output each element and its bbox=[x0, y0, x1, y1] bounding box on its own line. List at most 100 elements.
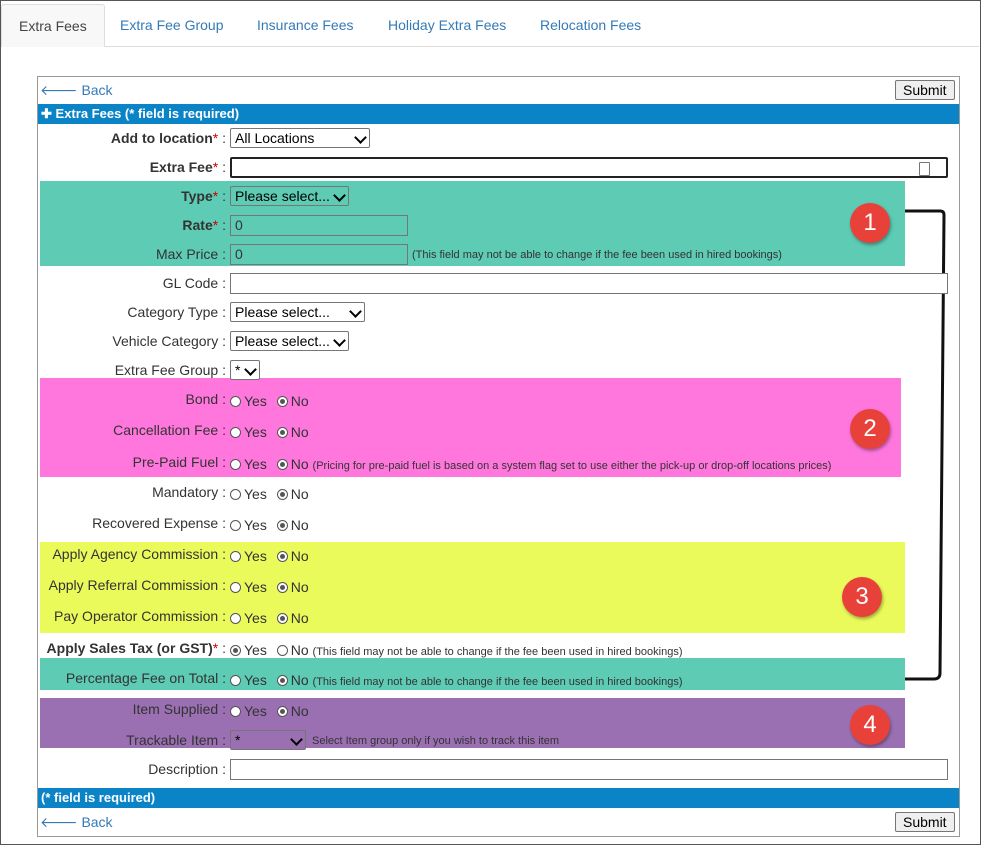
extra-fee-group-select[interactable]: * bbox=[230, 360, 260, 380]
max-price-input[interactable]: 0 bbox=[230, 244, 408, 265]
trackable-item-select[interactable]: * bbox=[230, 730, 306, 750]
extra-fee-input[interactable] bbox=[230, 157, 948, 178]
arrow-left-icon: 🡐 bbox=[40, 82, 78, 98]
tab-insurance-fees[interactable]: Insurance Fees bbox=[257, 17, 354, 33]
label-apply-agency-commission: Apply Agency Commission : bbox=[52, 546, 226, 562]
cancellation-fee-radio-group: Yes No bbox=[230, 424, 309, 440]
percentage-fee-radio-group: Yes No (This field may not be able to ch… bbox=[230, 672, 683, 688]
pre-paid-fuel-radio-group: Yes No (Pricing for pre-paid fuel is bas… bbox=[230, 456, 831, 472]
label-percentage-fee-on-total: Percentage Fee on Total : bbox=[65, 670, 226, 686]
bond-radio-group: Yes No bbox=[230, 393, 309, 409]
annotation-band-1b bbox=[40, 658, 905, 690]
back-label: Back bbox=[81, 82, 113, 98]
percentage-fee-note: (This field may not be able to change if… bbox=[312, 676, 683, 688]
label-extra-fee: Extra Fee* : bbox=[149, 159, 226, 175]
description-input[interactable] bbox=[230, 759, 948, 780]
label-add-to-location: Add to location* : bbox=[110, 130, 226, 146]
annotation-band-4 bbox=[40, 698, 905, 748]
label-rate: Rate* : bbox=[182, 217, 226, 233]
type-select[interactable]: Please select... bbox=[230, 186, 349, 206]
annotation-band-3 bbox=[40, 542, 905, 633]
bond-yes-radio[interactable] bbox=[230, 396, 241, 407]
label-mandatory: Mandatory : bbox=[152, 484, 226, 500]
label-apply-referral-commission: Apply Referral Commission : bbox=[48, 577, 226, 593]
mandatory-no-radio[interactable] bbox=[276, 489, 288, 500]
bracket-connector bbox=[905, 209, 946, 681]
pay-operator-commission-radio-group: Yes No bbox=[230, 610, 309, 626]
back-label: Back bbox=[81, 814, 113, 830]
rate-input[interactable]: 0 bbox=[230, 215, 408, 236]
percentage-fee-yes-radio[interactable] bbox=[230, 675, 241, 686]
back-link-top[interactable]: 🡐 Back bbox=[40, 82, 113, 99]
apply-referral-commission-no-radio[interactable] bbox=[276, 582, 288, 593]
tab-relocation-fees[interactable]: Relocation Fees bbox=[540, 17, 642, 33]
chevron-down-icon bbox=[290, 733, 303, 746]
tab-holiday-extra-fees[interactable]: Holiday Extra Fees bbox=[388, 17, 507, 33]
trackable-item-note: Select Item group only if you wish to tr… bbox=[312, 735, 559, 747]
pre-paid-fuel-no-radio[interactable] bbox=[276, 459, 288, 470]
footer-bar: (* field is required) bbox=[38, 788, 959, 808]
plus-icon: ✚ bbox=[41, 106, 52, 121]
pre-paid-fuel-yes-radio[interactable] bbox=[230, 459, 241, 470]
tab-extra-fee-group[interactable]: Extra Fee Group bbox=[120, 17, 224, 33]
tab-bar: Extra Fees Extra Fee Group Insurance Fee… bbox=[1, 0, 979, 47]
apply-sales-tax-yes-radio[interactable] bbox=[230, 645, 241, 656]
annotation-badge-2: 2 bbox=[850, 409, 890, 449]
label-description: Description : bbox=[148, 761, 226, 777]
apply-agency-commission-no-radio[interactable] bbox=[276, 551, 288, 562]
item-supplied-yes-radio[interactable] bbox=[230, 706, 241, 717]
chevron-down-icon bbox=[333, 334, 346, 347]
mandatory-yes-radio[interactable] bbox=[230, 489, 241, 500]
form-panel bbox=[37, 76, 960, 837]
submit-button-top[interactable]: Submit bbox=[895, 80, 955, 100]
label-category-type: Category Type : bbox=[127, 304, 226, 320]
chevron-down-icon bbox=[349, 305, 362, 318]
apply-agency-commission-yes-radio[interactable] bbox=[230, 551, 241, 562]
apply-referral-commission-radio-group: Yes No bbox=[230, 579, 309, 595]
percentage-fee-no-radio[interactable] bbox=[276, 675, 288, 686]
label-extra-fee-group: Extra Fee Group : bbox=[114, 362, 226, 378]
apply-agency-commission-radio-group: Yes No bbox=[230, 548, 309, 564]
item-supplied-no-radio[interactable] bbox=[276, 706, 288, 717]
apply-referral-commission-yes-radio[interactable] bbox=[230, 582, 241, 593]
cancellation-fee-yes-radio[interactable] bbox=[230, 427, 241, 438]
recovered-expense-yes-radio[interactable] bbox=[230, 520, 241, 531]
max-price-note: (This field may not be able to change if… bbox=[412, 249, 782, 261]
vehicle-category-select[interactable]: Please select... bbox=[230, 331, 349, 351]
bond-no-radio[interactable] bbox=[276, 396, 288, 407]
recovered-expense-radio-group: Yes No bbox=[230, 517, 309, 533]
apply-sales-tax-radio-group: Yes No (This field may not be able to ch… bbox=[230, 642, 683, 658]
annotation-badge-3: 3 bbox=[842, 577, 882, 617]
label-apply-sales-tax: Apply Sales Tax (or GST)* : bbox=[46, 640, 226, 656]
item-supplied-radio-group: Yes No bbox=[230, 703, 309, 719]
header-bar: ✚ Extra Fees (* field is required) bbox=[38, 104, 959, 124]
cancellation-fee-no-radio[interactable] bbox=[276, 427, 288, 438]
arrow-left-icon: 🡐 bbox=[40, 814, 78, 830]
pre-paid-fuel-note: (Pricing for pre-paid fuel is based on a… bbox=[312, 460, 832, 472]
annotation-band-2 bbox=[40, 378, 901, 477]
label-pre-paid-fuel: Pre-Paid Fuel : bbox=[132, 454, 226, 470]
label-max-price: Max Price : bbox=[155, 246, 226, 262]
submit-button-bottom[interactable]: Submit bbox=[895, 812, 955, 832]
label-type: Type* : bbox=[181, 188, 226, 204]
label-gl-code: GL Code : bbox=[162, 275, 226, 291]
tab-extra-fees[interactable]: Extra Fees bbox=[1, 4, 105, 47]
chevron-down-icon bbox=[333, 189, 346, 202]
back-link-bottom[interactable]: 🡐 Back bbox=[40, 814, 113, 831]
label-vehicle-category: Vehicle Category : bbox=[112, 333, 226, 349]
label-cancellation-fee: Cancellation Fee : bbox=[113, 422, 226, 438]
label-item-supplied: Item Supplied : bbox=[132, 701, 226, 717]
pay-operator-commission-no-radio[interactable] bbox=[276, 613, 288, 624]
annotation-badge-1: 1 bbox=[850, 203, 890, 243]
gl-code-input[interactable] bbox=[230, 273, 948, 294]
recovered-expense-no-radio[interactable] bbox=[276, 520, 288, 531]
apply-sales-tax-no-radio[interactable] bbox=[276, 645, 288, 656]
category-type-select[interactable]: Please select... bbox=[230, 302, 365, 322]
contact-card-icon bbox=[919, 162, 930, 176]
label-trackable-item: Trackable Item : bbox=[126, 732, 226, 748]
add-to-location-select[interactable]: All Locations bbox=[230, 128, 370, 148]
mandatory-radio-group: Yes No bbox=[230, 486, 309, 502]
pay-operator-commission-yes-radio[interactable] bbox=[230, 613, 241, 624]
label-pay-operator-commission: Pay Operator Commission : bbox=[54, 608, 226, 624]
annotation-band-1 bbox=[40, 181, 905, 266]
